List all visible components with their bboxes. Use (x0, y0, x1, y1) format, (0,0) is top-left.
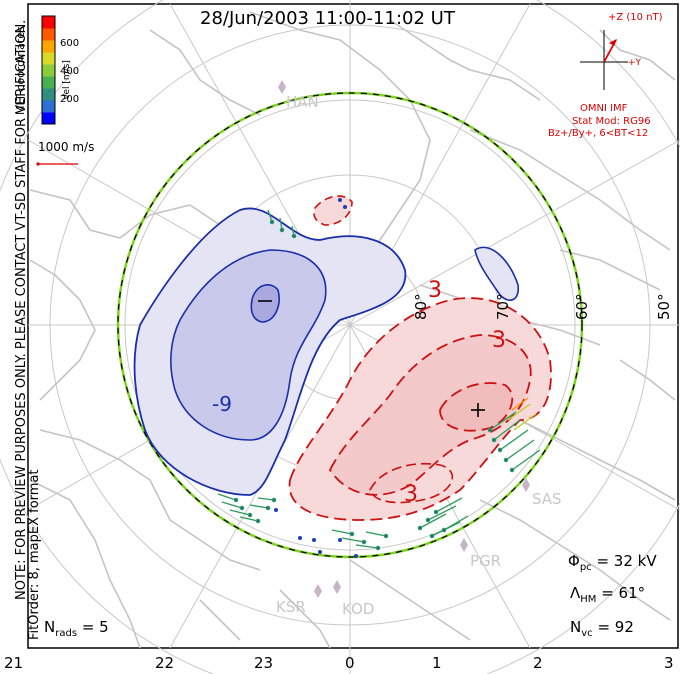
mlt-tick-22: 22 (155, 654, 175, 672)
colorbar-segment (42, 28, 55, 41)
colorbar-tick-600: 600 (60, 38, 80, 49)
nrads-subscript: rads (55, 628, 78, 639)
imf-z-label: +Z (10 nT) (608, 12, 663, 23)
nvc-symbol: N (570, 618, 582, 636)
station-ksr: KSR (276, 598, 306, 616)
vector-scale-dot (36, 162, 40, 166)
positive-contour-label-b: 3 (492, 328, 506, 353)
colorbar-segment (42, 16, 55, 29)
station-markers (278, 80, 530, 598)
colorbar-outline (41, 15, 56, 125)
mlt-tick-1: 1 (432, 654, 442, 672)
colorbar-tick-200: 200 (60, 94, 80, 105)
colorbar-segment (42, 64, 55, 77)
imf-condition: Bz+/By+, 6<BT<12 (548, 128, 649, 139)
mlt-tick-3: 3 (664, 654, 674, 672)
vector-scale-label: 1000 m/s (38, 140, 95, 154)
station-sas: SAS (532, 490, 562, 508)
imf-clock (580, 30, 628, 90)
colorbar-segment (42, 100, 55, 113)
positive-contour-label-a: 3 (428, 278, 442, 303)
lambda-value: = 61° (601, 584, 646, 602)
plot-frame (27, 3, 679, 649)
colorbar-segment (42, 112, 55, 125)
mlt-tick-21: 21 (4, 654, 24, 672)
hm-boundary-latitude: ΛHM = 61° (570, 584, 645, 605)
positive-potential-cell (288, 195, 552, 521)
station-han: HAN (286, 93, 319, 111)
colorbar-segment (42, 76, 55, 89)
lambda-subscript: HM (580, 594, 597, 605)
cross-polar-potential: Φpc = 32 kV (568, 552, 657, 573)
nvc-subscript: vc (581, 628, 593, 639)
phi-symbol: Φ (568, 552, 580, 570)
nrads-value: = 5 (81, 618, 109, 636)
imf-source: OMNI IMF (580, 103, 628, 114)
velocity-vectors (217, 198, 541, 558)
station-pgr: PGR (470, 552, 502, 570)
nrads-symbol: N (44, 618, 56, 636)
phi-value: = 32 kV (596, 552, 657, 570)
mlt-tick-0: 0 (345, 654, 355, 672)
imf-y-label: +Y (628, 58, 642, 68)
hm-boundary-dash (117, 92, 583, 558)
mlt-tick-23: 23 (254, 654, 274, 672)
lat-label-50: 50° (655, 293, 673, 320)
colorbar-segment (42, 88, 55, 101)
radar-count: Nrads = 5 (44, 618, 109, 639)
negative-potential-cell (133, 207, 520, 496)
lat-label-70: 70° (494, 293, 512, 320)
mlt-tick-2: 2 (533, 654, 543, 672)
phi-subscript: pc (579, 562, 592, 573)
lambda-symbol: Λ (570, 584, 581, 602)
positive-contour-label-c: 3 (404, 482, 418, 507)
mlt-coordinates-label: MLT coordinates (14, 26, 27, 115)
stat-model: Stat Mod: RG96 (572, 116, 651, 127)
lat-label-60: 60° (573, 293, 591, 320)
fit-order-note: FitOrder: 8, mapEX format (27, 469, 42, 640)
vector-count: Nvc = 92 (570, 618, 634, 639)
colorbar-segment (42, 40, 55, 53)
station-kod: KOD (342, 600, 375, 618)
map-title: 28/Jun/2003 11:00-11:02 UT (200, 8, 455, 29)
colorbar-segment (42, 52, 55, 65)
nvc-value: = 92 (597, 618, 634, 636)
colorbar-tick-400: 400 (60, 66, 80, 77)
negative-contour-label: -9 (212, 392, 232, 416)
velocity-colorbar (41, 15, 56, 125)
